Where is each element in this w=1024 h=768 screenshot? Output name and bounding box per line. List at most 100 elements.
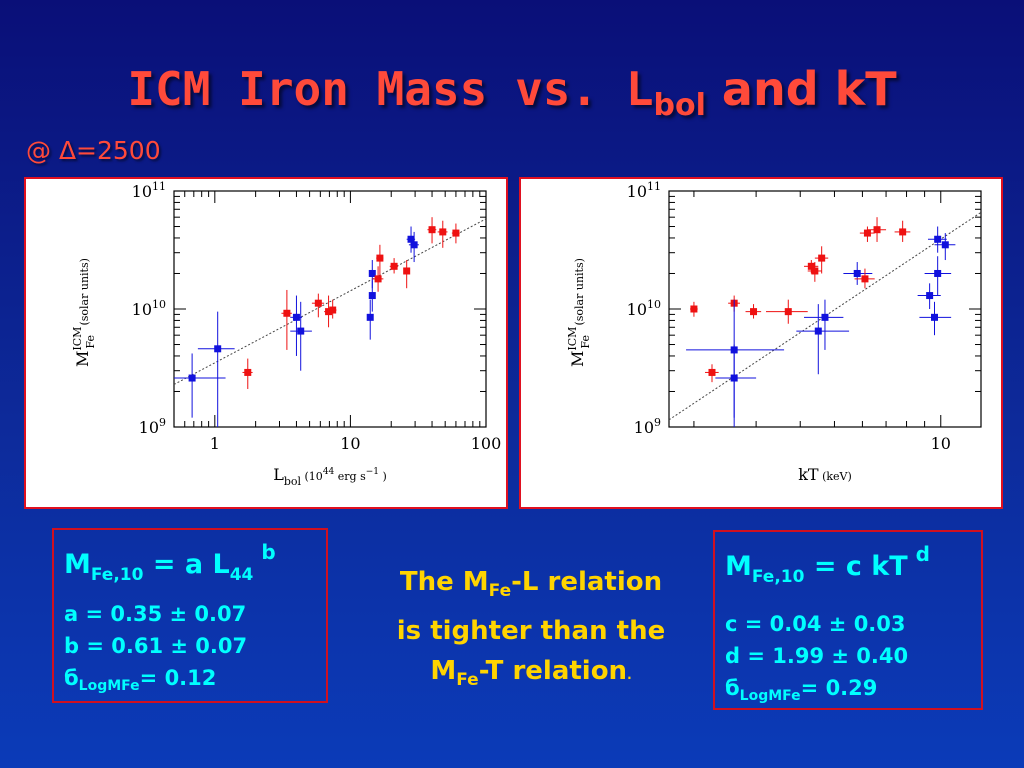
y-tick-label: 1010 bbox=[132, 298, 166, 319]
data-point-blue bbox=[408, 231, 419, 263]
point-marker bbox=[708, 368, 716, 376]
y-axis-label: MICMFe (solar units) bbox=[566, 258, 592, 367]
data-point-red bbox=[437, 220, 448, 248]
eq-m-sub: Fe,10 bbox=[90, 565, 144, 585]
y-tick-exp: 10 bbox=[647, 298, 661, 311]
data-point-red bbox=[807, 262, 822, 282]
param-a: a = 0.35 ± 0.07 bbox=[64, 602, 247, 626]
data-point-red bbox=[690, 301, 698, 317]
note-line-3: MFe-T relation. bbox=[356, 651, 706, 700]
data-point-blue bbox=[197, 311, 235, 427]
data-point-red bbox=[894, 220, 911, 242]
point-marker bbox=[292, 313, 300, 321]
point-marker bbox=[368, 292, 376, 300]
y-label-sub: Fe bbox=[579, 335, 592, 349]
eq-mid: = c kT bbox=[804, 551, 908, 582]
data-point-blue bbox=[686, 299, 785, 427]
y-tick-label: 1011 bbox=[132, 180, 166, 201]
note-3b: -T relation bbox=[478, 656, 628, 686]
point-marker bbox=[403, 267, 411, 275]
point-marker bbox=[873, 226, 881, 234]
data-point-red bbox=[867, 217, 887, 242]
y-tick-base: 10 bbox=[139, 418, 159, 437]
data-point-red bbox=[242, 358, 253, 389]
point-marker bbox=[366, 313, 374, 321]
point-marker bbox=[941, 241, 949, 249]
y-tick-exp: 9 bbox=[159, 416, 166, 429]
x-label-main: kT bbox=[798, 465, 819, 484]
point-marker bbox=[214, 345, 222, 353]
y-label-unit: (solar units) bbox=[573, 258, 586, 329]
y-tick-base: 10 bbox=[634, 418, 654, 437]
y-tick-base: 10 bbox=[132, 300, 152, 319]
scatter-val: = 0.29 bbox=[800, 676, 878, 700]
x-label-exp: 44 bbox=[323, 467, 335, 477]
eq-exp: d bbox=[915, 542, 930, 566]
title-sub: bol bbox=[653, 88, 706, 123]
scatter-val: = 0.12 bbox=[139, 666, 217, 690]
data-point-blue bbox=[290, 295, 303, 356]
x-label-exp: −1 bbox=[366, 467, 379, 477]
data-point-blue bbox=[843, 262, 873, 285]
point-marker bbox=[407, 235, 415, 243]
eq-exp: b bbox=[261, 540, 276, 564]
point-marker bbox=[853, 269, 861, 277]
note-1sub: Fe bbox=[488, 581, 512, 601]
fit-line bbox=[173, 218, 487, 385]
luminosity-equation: MFe,10 = a L44 b bbox=[64, 540, 276, 585]
scatter-sub: LogMFe bbox=[78, 678, 140, 694]
data-point-red bbox=[389, 258, 399, 274]
point-marker bbox=[750, 308, 758, 316]
x-tick-label: 10 bbox=[931, 434, 951, 453]
title-main: ICM Iron Mass vs. L bbox=[127, 62, 654, 116]
y-label-unit: (solar units) bbox=[78, 258, 91, 329]
y-label-main: M bbox=[73, 351, 92, 367]
data-point-red bbox=[854, 268, 875, 289]
y-label-sup: ICM bbox=[71, 327, 84, 351]
point-marker bbox=[730, 374, 738, 382]
data-point-blue bbox=[804, 299, 844, 350]
data-point-red bbox=[705, 364, 719, 383]
x-label-main: L bbox=[273, 465, 284, 484]
point-marker bbox=[899, 228, 907, 236]
point-marker bbox=[690, 305, 698, 313]
x-axis-label: Lbol (1044 erg s−1 ) bbox=[273, 465, 387, 488]
data-point-red bbox=[859, 226, 875, 242]
data-point-blue bbox=[366, 299, 374, 340]
x-tick-label: 100 bbox=[471, 434, 502, 453]
data-point-red bbox=[311, 293, 325, 318]
x-label-unit: (keV) bbox=[819, 470, 852, 483]
temperature-fit-box: MFe,10 = c kT d c = 0.04 ± 0.03 d = 1.99 … bbox=[713, 530, 983, 710]
title-tail: and kT bbox=[705, 62, 897, 116]
data-point-blue bbox=[924, 256, 952, 296]
fit-line bbox=[668, 211, 982, 421]
point-marker bbox=[926, 292, 934, 300]
data-point-blue bbox=[917, 283, 941, 309]
param-scatter: бLogMFe= 0.12 bbox=[64, 666, 216, 694]
note-3a: M bbox=[430, 656, 457, 686]
point-marker bbox=[807, 262, 815, 270]
x-label-unit: (10 bbox=[301, 470, 323, 483]
temperature-equation: MFe,10 = c kT d bbox=[725, 542, 930, 587]
point-marker bbox=[811, 267, 819, 275]
data-point-red bbox=[451, 223, 460, 244]
scatter-sub: LogMFe bbox=[739, 688, 801, 704]
data-point-blue bbox=[934, 233, 956, 261]
point-marker bbox=[314, 299, 322, 307]
x-label-sub: bol bbox=[284, 475, 302, 488]
data-point-red bbox=[745, 304, 762, 319]
y-label-main: M bbox=[568, 351, 587, 367]
data-point-red bbox=[376, 244, 384, 279]
x-label-unit: erg s bbox=[334, 470, 366, 483]
y-tick-base: 10 bbox=[132, 182, 152, 201]
x-axis-label: kT (keV) bbox=[798, 465, 852, 484]
data-point-red bbox=[766, 299, 808, 324]
data-point-red bbox=[403, 260, 411, 289]
luminosity-fit-box: MFe,10 = a L44 b a = 0.35 ± 0.07 b = 0.61… bbox=[52, 528, 328, 703]
point-marker bbox=[934, 269, 942, 277]
point-marker bbox=[297, 327, 305, 335]
y-axis-label: MICMFe (solar units) bbox=[71, 258, 97, 367]
note-1a: The M bbox=[399, 567, 489, 597]
y-tick-label: 109 bbox=[139, 416, 166, 437]
